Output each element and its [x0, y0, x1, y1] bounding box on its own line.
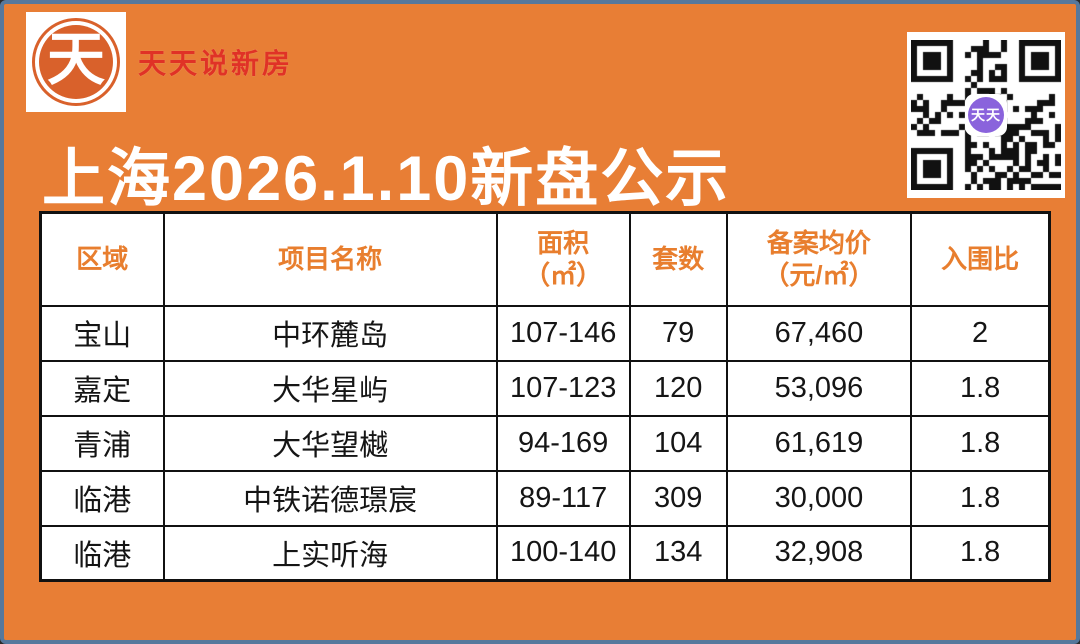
header-area-label: 面积	[537, 227, 590, 258]
cell-units: 120	[628, 359, 728, 417]
header-ratio: 入围比	[910, 211, 1051, 307]
cell-ratio: 1.8	[910, 524, 1051, 582]
cell-units: 104	[628, 414, 728, 472]
table-row: 嘉定 大华星屿 107-123 120 53,096 1.8	[39, 359, 1051, 417]
cell-region: 临港	[39, 469, 165, 527]
header-price-label: 备案均价	[766, 227, 871, 258]
cell-price: 32,908	[725, 524, 913, 582]
cell-project: 大华星屿	[162, 359, 498, 417]
cell-region: 临港	[39, 524, 165, 582]
brand-logo-icon: 天	[39, 25, 113, 99]
qr-code: 天天	[907, 32, 1065, 198]
cell-ratio: 1.8	[910, 414, 1051, 472]
cell-project: 中环麓岛	[162, 304, 498, 362]
cell-project: 大华望樾	[162, 414, 498, 472]
cell-area: 100-140	[495, 524, 631, 582]
brand-logo-ring: 天	[32, 18, 120, 106]
cell-area: 107-146	[495, 304, 631, 362]
brand-logo-glyph: 天	[46, 27, 105, 92]
cell-region: 宝山	[39, 304, 165, 362]
cell-project: 上实听海	[162, 524, 498, 582]
cell-price: 61,619	[725, 414, 913, 472]
header-region-label: 区域	[76, 244, 129, 274]
header-price-unit: （元/㎡）	[763, 260, 875, 291]
cell-area: 89-117	[495, 469, 631, 527]
brand-name: 天天说新房	[138, 48, 294, 79]
header-region: 区域	[39, 211, 165, 307]
header-area: 面积 （㎡）	[495, 211, 631, 307]
cell-units: 79	[628, 304, 728, 362]
header-project-label: 项目名称	[278, 244, 383, 274]
cell-area: 107-123	[495, 359, 631, 417]
cell-region: 青浦	[39, 414, 165, 472]
cell-ratio: 2	[910, 304, 1051, 362]
page-title: 上海2026.1.10新盘公示	[42, 144, 731, 214]
table-body: 宝山 中环麓岛 107-146 79 67,460 2 嘉定 大华星屿 107-123 120 53…	[39, 304, 1051, 582]
cell-region: 嘉定	[39, 359, 165, 417]
header-area-unit: （㎡）	[524, 260, 603, 291]
cell-price: 67,460	[725, 304, 913, 362]
table-row: 临港 中铁诺德璟宸 89-117 309 30,000 1.8	[39, 469, 1051, 527]
header-ratio-label: 入围比	[941, 244, 1020, 274]
header-units-label: 套数	[652, 244, 705, 274]
qr-badge-label: 天天	[968, 97, 1004, 133]
table-row: 临港 上实听海 100-140 134 32,908 1.8	[39, 524, 1051, 582]
cell-price: 30,000	[725, 469, 913, 527]
table-row: 宝山 中环麓岛 107-146 79 67,460 2	[39, 304, 1051, 362]
cell-ratio: 1.8	[910, 359, 1051, 417]
header-price: 备案均价 （元/㎡）	[725, 211, 913, 307]
listing-table: 区域 项目名称 面积 （㎡） 套数 备案均价 （元/㎡） 入围比	[39, 211, 1051, 582]
cell-units: 134	[628, 524, 728, 582]
cell-units: 309	[628, 469, 728, 527]
brand-logo: 天	[26, 12, 126, 112]
qr-center-badge: 天天	[965, 94, 1007, 136]
header-units: 套数	[628, 211, 728, 307]
table-row: 青浦 大华望樾 94-169 104 61,619 1.8	[39, 414, 1051, 472]
cell-project: 中铁诺德璟宸	[162, 469, 498, 527]
cell-ratio: 1.8	[910, 469, 1051, 527]
table-header-row: 区域 项目名称 面积 （㎡） 套数 备案均价 （元/㎡） 入围比	[39, 211, 1051, 307]
cell-price: 53,096	[725, 359, 913, 417]
cell-area: 94-169	[495, 414, 631, 472]
header-project: 项目名称	[162, 211, 498, 307]
